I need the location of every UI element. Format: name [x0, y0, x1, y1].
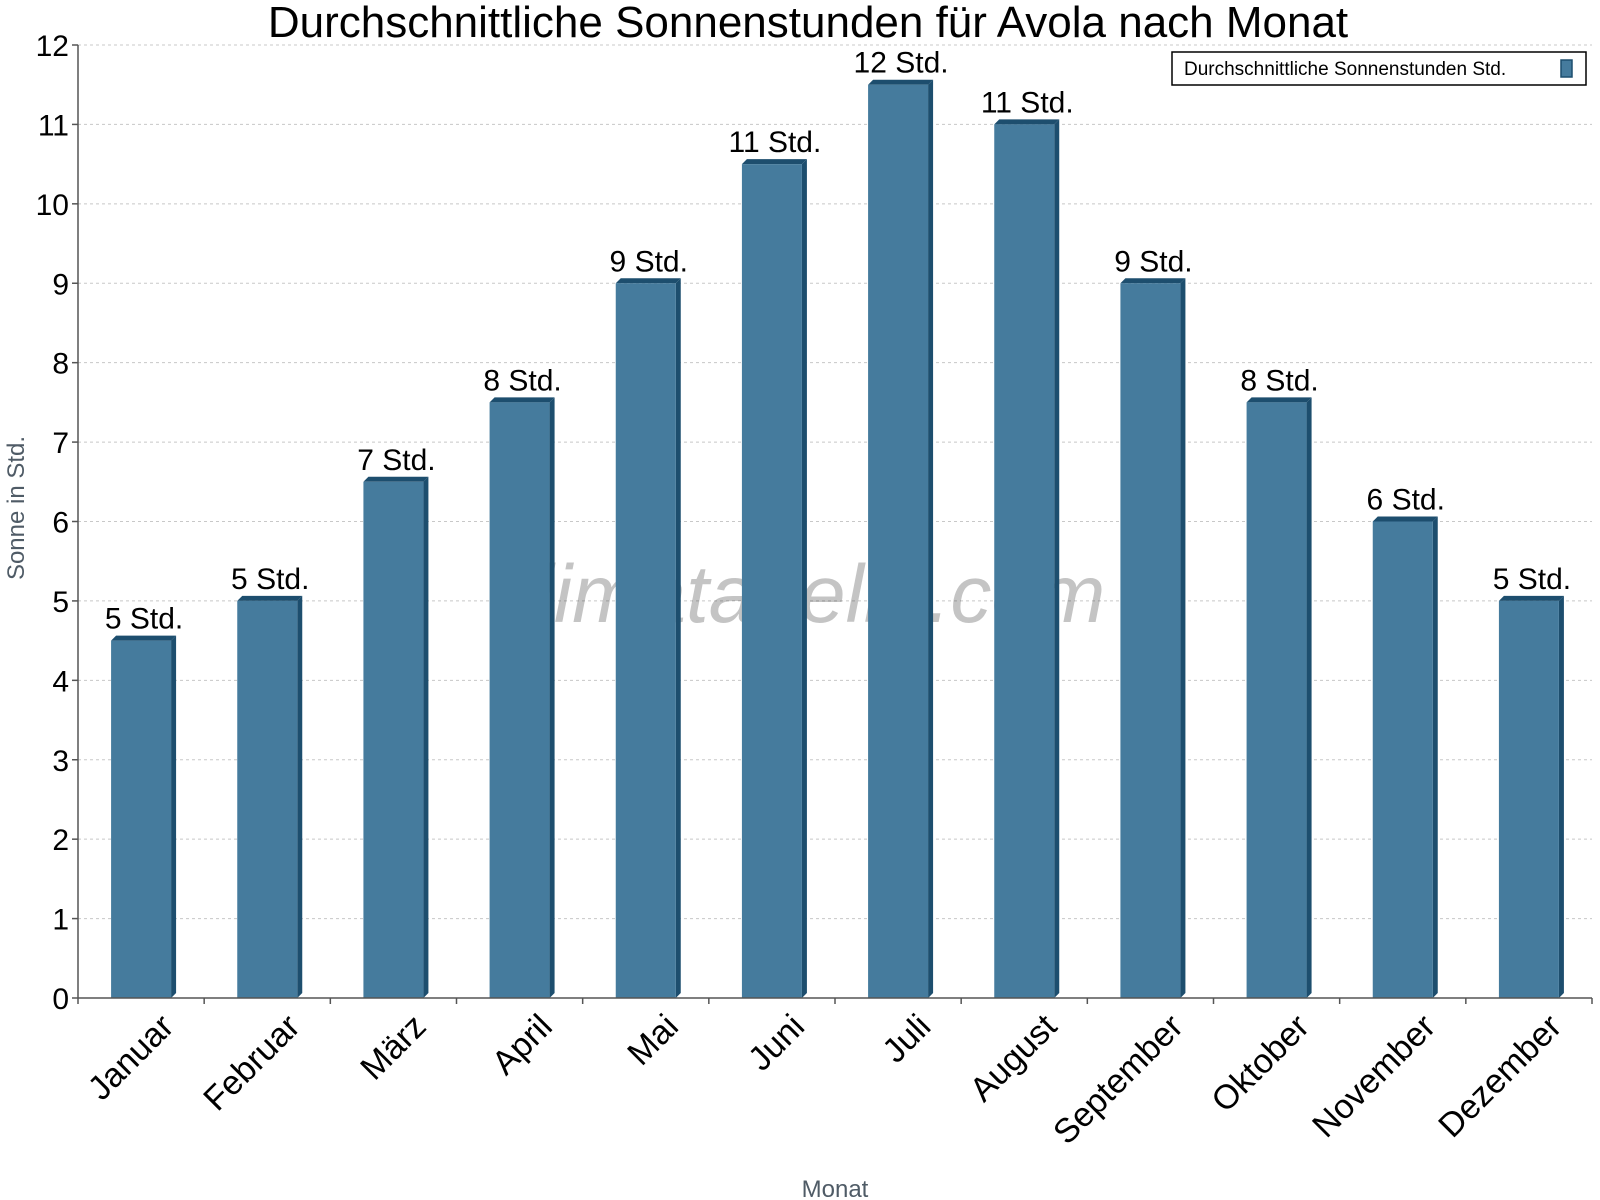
bar-top: [363, 476, 429, 482]
y-tick-label: 4: [52, 665, 69, 698]
bar-face: [1498, 600, 1559, 998]
x-tick-label: Juli: [875, 1007, 938, 1070]
bar: [615, 278, 681, 998]
y-axis-label: Sonne in Std.: [3, 436, 30, 580]
x-tick-label: September: [1046, 1007, 1190, 1151]
bar: [237, 595, 303, 998]
y-tick-label: 2: [52, 824, 69, 857]
y-tick-label: 7: [52, 427, 69, 460]
x-tick-label: April: [485, 1007, 560, 1082]
bar: [868, 79, 934, 999]
bar: [1498, 595, 1564, 998]
x-tick-label: März: [353, 1007, 433, 1087]
bar-top: [868, 79, 934, 85]
bar-side: [1558, 595, 1564, 998]
bar-face: [741, 164, 802, 998]
bar: [1246, 397, 1312, 998]
bar: [489, 397, 555, 998]
y-tick-label: 12: [36, 30, 69, 63]
data-label: 5 Std.: [1493, 563, 1571, 596]
legend-box: [1171, 51, 1587, 86]
data-label: 12 Std.: [854, 47, 949, 80]
bar-face: [489, 402, 550, 998]
bar-face: [994, 124, 1055, 998]
bar-side: [1054, 119, 1060, 998]
bar-side: [549, 397, 555, 998]
bar: [994, 119, 1060, 998]
bar-top: [615, 278, 681, 284]
bar: [1120, 278, 1186, 998]
bar-face: [868, 84, 929, 999]
bar-face: [363, 481, 424, 999]
bar-face: [615, 283, 676, 998]
data-label: 7 Std.: [357, 444, 435, 477]
grid-lines: [78, 44, 1592, 920]
bar: [741, 159, 807, 998]
bar-side: [928, 79, 934, 999]
bar-side: [801, 159, 807, 998]
bar-side: [1432, 516, 1438, 998]
bar-top: [1498, 595, 1564, 601]
data-label: 5 Std.: [231, 563, 309, 596]
y-tick-label: 10: [36, 189, 69, 222]
x-tick-label: August: [963, 1007, 1065, 1109]
legend: Durchschnittliche Sonnenstunden Std.: [1171, 51, 1587, 86]
bar-side: [1306, 397, 1312, 998]
x-tick-label: Juni: [741, 1007, 812, 1078]
bar-face: [1372, 521, 1433, 998]
y-tick-label: 1: [52, 904, 69, 937]
bars: [111, 79, 1564, 999]
data-label: 11 Std.: [728, 126, 821, 159]
y-tick-label: 3: [52, 745, 69, 778]
bar: [1372, 516, 1438, 998]
x-axis-ticks: Januar Februar März April Mai Juni Juli AugustS…: [77, 998, 1593, 1152]
legend-label: Durchschnittliche Sonnenstunden Std.: [1184, 59, 1506, 80]
x-tick-label: November: [1305, 1007, 1443, 1145]
data-label: 6 Std.: [1367, 484, 1445, 517]
bar-side: [171, 635, 177, 998]
bar-top: [489, 397, 555, 403]
y-tick-label: 11: [38, 109, 69, 142]
chart-title: Durchschnittliche Sonnenstunden für Avol…: [268, 0, 1348, 47]
bar-top: [994, 119, 1060, 125]
bar: [363, 476, 429, 999]
data-label: 8 Std.: [1240, 364, 1318, 397]
data-label: 9 Std.: [610, 245, 688, 278]
x-tick-label: Februar: [196, 1007, 307, 1118]
y-tick-label: 6: [52, 507, 69, 540]
data-label: 9 Std.: [1114, 245, 1192, 278]
bar-top: [1120, 278, 1186, 284]
y-tick-label: 9: [52, 268, 69, 301]
bar-top: [237, 595, 303, 601]
bar-face: [1120, 283, 1181, 998]
bar-side: [423, 476, 429, 999]
y-tick-label: 5: [52, 586, 69, 619]
data-label: 5 Std.: [105, 603, 183, 636]
y-tick-label: 8: [52, 348, 69, 381]
data-labels: 5 Std. 5 Std. 7 Std. 8 Std. 9 Std. 11 Std. 12 …: [105, 47, 1571, 636]
bar-face: [237, 600, 298, 998]
bar-side: [675, 278, 681, 998]
x-axis-label: Monat: [802, 1176, 869, 1200]
y-tick-label: 0: [52, 983, 69, 1016]
x-tick-label: Dezember: [1431, 1007, 1569, 1145]
x-tick-label: Mai: [620, 1007, 686, 1073]
legend-swatch: [1560, 59, 1573, 78]
bar-side: [297, 595, 303, 998]
data-label: 11 Std.: [981, 86, 1074, 119]
bar-top: [111, 635, 177, 641]
bar-side: [1180, 278, 1186, 998]
x-tick-label: Januar: [81, 1007, 181, 1107]
bar-top: [1246, 397, 1312, 403]
bar-face: [1246, 402, 1307, 998]
x-tick-label: Oktober: [1204, 1007, 1316, 1119]
bar-top: [1372, 516, 1438, 522]
bar: [111, 635, 177, 998]
data-label: 8 Std.: [483, 364, 561, 397]
bar-face: [111, 640, 172, 998]
bar-top: [741, 159, 807, 165]
